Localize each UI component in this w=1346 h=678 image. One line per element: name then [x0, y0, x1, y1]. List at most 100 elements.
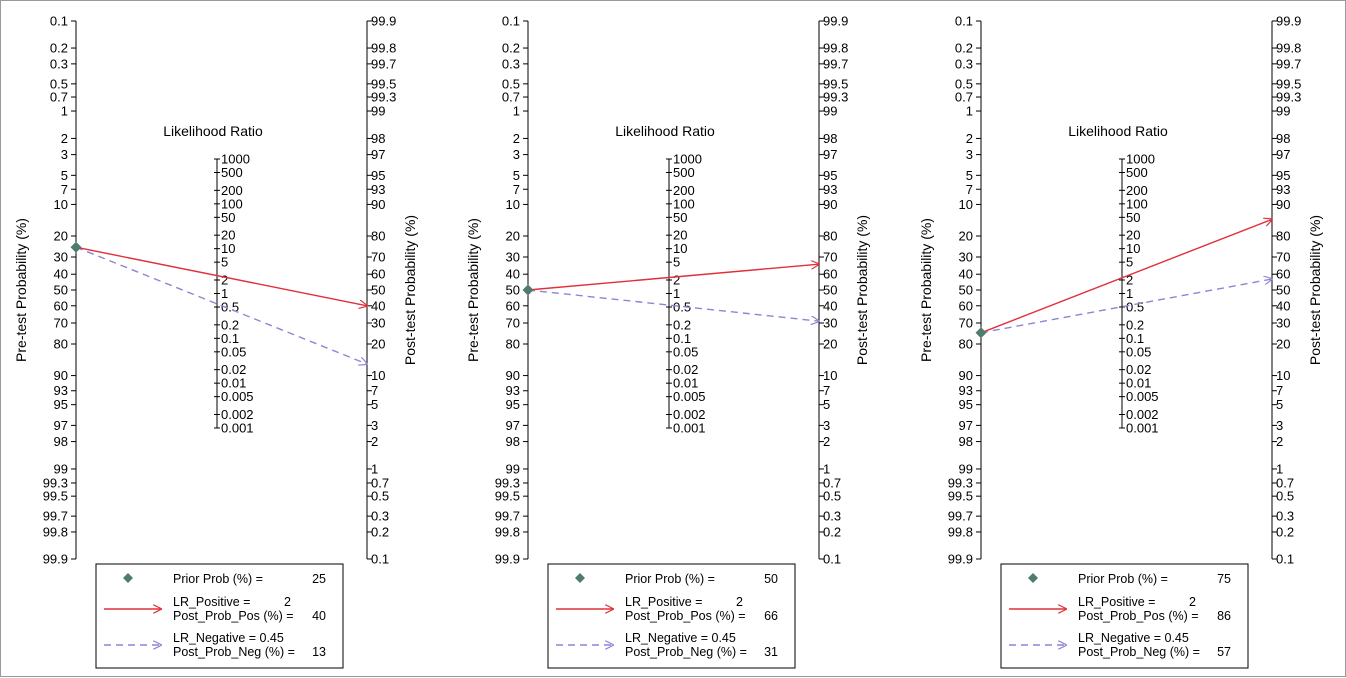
pretest-tick-label: 90	[54, 368, 68, 383]
posttest-tick-label: 60	[371, 267, 385, 282]
lr-tick-label: 2	[221, 273, 228, 288]
posttest-tick-label: 98	[823, 131, 837, 146]
pretest-tick-label: 40	[506, 267, 520, 282]
nomogram-panel-1: 0.10.20.30.50.71235710203040506070809093…	[13, 14, 418, 669]
positive-lr-line	[75, 246, 367, 306]
legend-postpos-label: Post_Prob_Pos (%) =	[625, 609, 746, 623]
posttest-tick-label: 99.7	[823, 56, 848, 71]
posttest-tick-label: 20	[371, 336, 385, 351]
negative-lr-line	[527, 289, 819, 321]
lr-tick-label: 0.5	[673, 299, 691, 314]
posttest-tick-label: 10	[823, 368, 837, 383]
legend-prior-value: 75	[1217, 572, 1231, 586]
pretest-tick-label: 99.3	[495, 475, 520, 490]
posttest-tick-label: 40	[1276, 298, 1290, 313]
pretest-tick-label: 70	[506, 316, 520, 331]
pretest-tick-label: 30	[54, 249, 68, 264]
lr-tick-label: 500	[221, 165, 243, 180]
prior-prob-marker	[70, 241, 82, 253]
pretest-tick-label: 93	[506, 383, 520, 398]
legend-lrpos-value: 2	[284, 595, 291, 609]
lr-tick-label: 200	[1126, 183, 1148, 198]
lr-tick-label: 20	[1126, 228, 1140, 243]
legend-postneg-label: Post_Prob_Neg (%) =	[1078, 645, 1200, 659]
pretest-tick-label: 95	[959, 397, 973, 412]
pretest-tick-label: 80	[959, 336, 973, 351]
posttest-tick-label: 0.1	[371, 552, 389, 567]
nomogram-panel-3: 0.10.20.30.50.71235710203040506070809093…	[918, 14, 1323, 669]
pretest-tick-label: 60	[54, 298, 68, 313]
posttest-tick-label: 0.2	[371, 524, 389, 539]
posttest-tick-label: 99.8	[823, 41, 848, 56]
legend-postneg-value: 31	[764, 645, 778, 659]
pretest-tick-label: 0.5	[955, 76, 973, 91]
positive-lr-line	[980, 219, 1272, 334]
posttest-tick-label: 5	[1276, 397, 1283, 412]
pretest-tick-label: 20	[54, 229, 68, 244]
posttest-tick-label: 99.9	[823, 14, 848, 29]
legend-postneg-value: 57	[1217, 645, 1231, 659]
pretest-tick-label: 98	[959, 434, 973, 449]
lr-tick-label: 200	[221, 183, 243, 198]
posttest-tick-label: 50	[371, 283, 385, 298]
pretest-axis-title: Pre-test Probability (%)	[13, 218, 29, 362]
posttest-tick-label: 3	[823, 418, 830, 433]
posttest-tick-label: 97	[1276, 147, 1290, 162]
pretest-tick-label: 99.8	[43, 524, 68, 539]
pretest-tick-label: 0.7	[955, 90, 973, 105]
lr-tick-label: 0.002	[1126, 407, 1159, 422]
pretest-tick-label: 1	[966, 104, 973, 119]
lr-tick-label: 5	[673, 255, 680, 270]
pretest-tick-label: 30	[506, 249, 520, 264]
lr-axis-title: Likelihood Ratio	[615, 123, 715, 139]
posttest-tick-label: 10	[371, 368, 385, 383]
posttest-tick-label: 0.5	[1276, 489, 1294, 504]
legend-prior-label: Prior Prob (%) =	[1078, 572, 1168, 586]
pretest-tick-label: 0.1	[955, 14, 973, 29]
posttest-tick-label: 0.2	[1276, 524, 1294, 539]
posttest-tick-label: 99.3	[823, 90, 848, 105]
posttest-tick-label: 3	[1276, 418, 1283, 433]
posttest-tick-label: 20	[1276, 336, 1290, 351]
pretest-tick-label: 99.8	[948, 524, 973, 539]
lr-tick-label: 10	[673, 241, 687, 256]
pretest-tick-label: 50	[54, 283, 68, 298]
posttest-tick-label: 93	[823, 182, 837, 197]
posttest-tick-label: 3	[371, 418, 378, 433]
lr-tick-label: 0.2	[1126, 317, 1144, 332]
pretest-tick-label: 97	[506, 418, 520, 433]
posttest-tick-label: 50	[1276, 283, 1290, 298]
pretest-tick-label: 30	[959, 249, 973, 264]
pretest-tick-label: 0.2	[502, 41, 520, 56]
posttest-tick-label: 90	[371, 197, 385, 212]
lr-tick-label: 0.01	[673, 376, 698, 391]
pretest-tick-label: 99.8	[495, 524, 520, 539]
pretest-tick-label: 99.3	[948, 475, 973, 490]
lr-tick-label: 10	[1126, 241, 1140, 256]
lr-tick-label: 500	[1126, 165, 1148, 180]
posttest-tick-label: 80	[1276, 229, 1290, 244]
pretest-tick-label: 3	[513, 147, 520, 162]
pretest-tick-label: 98	[54, 434, 68, 449]
pretest-tick-label: 97	[54, 418, 68, 433]
legend-postpos-value: 86	[1217, 609, 1231, 623]
posttest-tick-label: 30	[1276, 316, 1290, 331]
lr-tick-label: 1000	[1126, 152, 1155, 167]
pretest-tick-label: 0.7	[50, 90, 68, 105]
legend-prior-value: 50	[764, 572, 778, 586]
legend-postneg-value: 13	[312, 645, 326, 659]
pretest-tick-label: 0.7	[502, 90, 520, 105]
prior-prob-marker	[975, 327, 987, 339]
posttest-tick-label: 7	[1276, 383, 1283, 398]
posttest-tick-label: 97	[823, 147, 837, 162]
lr-tick-label: 1	[221, 286, 228, 301]
posttest-tick-label: 90	[823, 197, 837, 212]
posttest-tick-label: 20	[823, 336, 837, 351]
pretest-tick-label: 99.9	[495, 552, 520, 567]
prior-prob-marker	[522, 284, 534, 296]
negative-lr-line	[980, 279, 1272, 334]
legend-frame	[1000, 563, 1249, 669]
pretest-axis-title: Pre-test Probability (%)	[465, 218, 481, 362]
posttest-tick-label: 1	[371, 461, 378, 476]
